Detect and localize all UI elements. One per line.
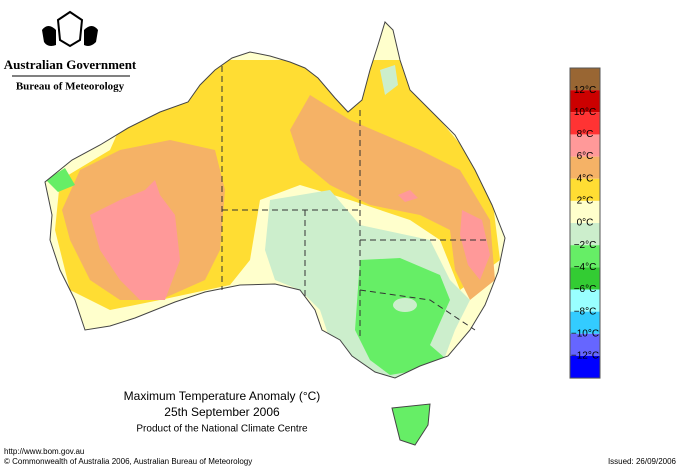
legend-frame: [569, 67, 601, 379]
legend-swatch: [570, 311, 600, 334]
legend-swatch: [570, 178, 600, 201]
legend-swatch: [570, 68, 600, 91]
legend-swatch: [570, 90, 600, 113]
legend-label: −12°C: [571, 351, 599, 362]
legend-label: 8°C: [577, 129, 594, 140]
url: http://www.bom.gov.au: [4, 447, 84, 456]
legend-label: 2°C: [577, 196, 594, 207]
legend-swatch: [570, 267, 600, 290]
legend-label: −2°C: [574, 240, 597, 251]
legend-swatch: [570, 134, 600, 157]
bureau: Bureau of Meteorology: [16, 81, 125, 93]
map-title: Maximum Temperature Anomaly (°C): [124, 389, 321, 403]
agency: Australian Government: [4, 57, 137, 72]
legend-label: 10°C: [574, 107, 596, 118]
legend-swatch: [570, 245, 600, 268]
legend-label: −10°C: [571, 328, 599, 339]
copyright: © Commonwealth of Australia 2006, Austra…: [4, 457, 252, 466]
map-date: 25th September 2006: [164, 405, 280, 419]
legend-swatch: [570, 355, 600, 379]
logo: [42, 10, 98, 48]
legend-label: −8°C: [574, 306, 597, 317]
legend-label: 4°C: [577, 173, 594, 184]
legend: 12°C 10°C 8°C 6°C 4°C 2°C 0°C −2°C −4°C −6°C −8°C −…: [569, 67, 601, 379]
legend-swatch: [570, 200, 600, 224]
legend-label: 0°C: [577, 218, 594, 229]
issued: Issued: 26/09/2006: [608, 457, 677, 466]
legend-label: −4°C: [574, 262, 597, 273]
legend-swatch: [570, 223, 600, 246]
legend-label: 12°C: [574, 85, 596, 96]
map: [44, 21, 506, 446]
legend-swatch: [570, 289, 600, 312]
legend-swatch: [570, 112, 600, 135]
legend-label: −6°C: [574, 284, 597, 295]
legend-swatch: [570, 156, 600, 179]
legend-label: 6°C: [577, 151, 594, 162]
map-credit: Product of the National Climate Centre: [136, 424, 308, 435]
legend-swatch: [570, 333, 600, 356]
